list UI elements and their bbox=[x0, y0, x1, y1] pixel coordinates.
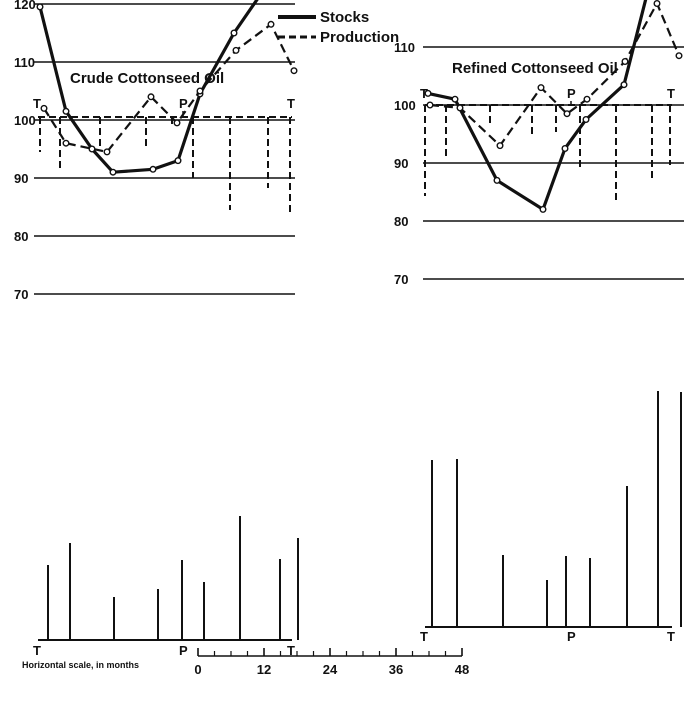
y-tick-label: 80 bbox=[14, 229, 28, 244]
production-point bbox=[232, 46, 240, 54]
y-tick-label: 90 bbox=[394, 156, 408, 171]
turning-point-label-top: T bbox=[33, 96, 41, 111]
turning-point-label-top: T bbox=[667, 86, 675, 101]
stocks-point bbox=[149, 165, 157, 173]
turning-point-label-bottom: T bbox=[420, 629, 428, 644]
production-point bbox=[62, 139, 70, 147]
production-point bbox=[196, 87, 204, 95]
turning-point-label-bottom: P bbox=[567, 629, 576, 644]
panel-title: Refined Cottonseed Oil bbox=[452, 60, 618, 77]
y-tick-label: 70 bbox=[394, 272, 408, 287]
stocks-point bbox=[424, 89, 432, 97]
production-point bbox=[537, 84, 545, 92]
stocks-point bbox=[62, 107, 70, 115]
production-point bbox=[103, 148, 111, 156]
scale-tick-label: 24 bbox=[323, 662, 338, 677]
stocks-point bbox=[561, 144, 569, 152]
scale-tick-label: 0 bbox=[194, 662, 201, 677]
production-point bbox=[173, 119, 181, 127]
production-point bbox=[675, 52, 683, 60]
turning-point-label-top: P bbox=[179, 96, 188, 111]
turning-point-label-bottom: T bbox=[33, 643, 41, 658]
turning-point-label-top: T bbox=[287, 96, 295, 111]
y-tick-label: 90 bbox=[14, 171, 28, 186]
y-tick-label: 70 bbox=[14, 287, 28, 302]
production-point bbox=[147, 93, 155, 101]
turning-point-label-bottom: T bbox=[287, 643, 295, 658]
turning-point-label-bottom: T bbox=[667, 629, 675, 644]
production-point bbox=[496, 142, 504, 150]
y-tick-label: 80 bbox=[394, 214, 408, 229]
scale-tick-label: 12 bbox=[257, 662, 271, 677]
legend-stocks-label: Stocks bbox=[320, 9, 369, 26]
panel-title: Crude Cottonseed Oil bbox=[70, 70, 224, 87]
legend-production-label: Production bbox=[320, 29, 399, 46]
production-point bbox=[267, 20, 275, 28]
turning-point-label-top: T bbox=[420, 86, 428, 101]
crude-cottonseed-oil-panel: Crude Cottonseed Oil70809010011012013014… bbox=[14, 0, 299, 658]
stocks-point bbox=[620, 81, 628, 89]
stocks-point bbox=[109, 168, 117, 176]
stocks-point bbox=[230, 29, 238, 37]
stocks-point bbox=[493, 176, 501, 184]
production-point bbox=[40, 104, 48, 112]
turning-point-label-top: P bbox=[567, 86, 576, 101]
stocks-point bbox=[88, 145, 96, 153]
production-point bbox=[653, 0, 661, 7]
y-tick-label: 110 bbox=[394, 40, 415, 55]
turning-point-label-bottom: P bbox=[179, 643, 188, 658]
stocks-point bbox=[36, 3, 44, 11]
stocks-series-line bbox=[38, 0, 259, 174]
production-point bbox=[290, 67, 298, 75]
y-tick-label: 100 bbox=[14, 113, 36, 128]
production-series-line bbox=[429, 2, 681, 147]
legend: Stocks Production bbox=[278, 9, 399, 46]
production-point bbox=[426, 101, 434, 109]
y-tick-label: 100 bbox=[394, 98, 416, 113]
production-point bbox=[456, 104, 464, 112]
stocks-point bbox=[539, 205, 547, 213]
production-point bbox=[563, 110, 571, 118]
horizontal-scale: Horizontal scale, in months 0 12 24 36 48 bbox=[22, 648, 469, 677]
stocks-point bbox=[174, 157, 182, 165]
stocks-point bbox=[451, 95, 459, 103]
scale-tick-label: 36 bbox=[389, 662, 403, 677]
y-tick-label: 120 bbox=[14, 0, 36, 12]
y-tick-label: 110 bbox=[14, 55, 35, 70]
scale-tick-label: 48 bbox=[455, 662, 469, 677]
horizontal-scale-label: Horizontal scale, in months bbox=[22, 660, 139, 670]
stocks-point bbox=[582, 115, 590, 123]
production-point bbox=[621, 58, 629, 66]
production-point bbox=[583, 95, 591, 103]
refined-cottonseed-oil-panel: Refined Cottonseed Oil708090100110120130… bbox=[394, 0, 684, 644]
